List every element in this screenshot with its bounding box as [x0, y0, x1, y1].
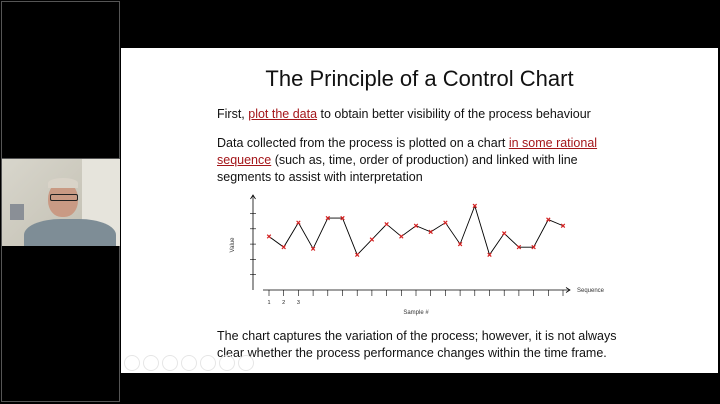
para2-link[interactable]: in some rational sequence: [217, 136, 598, 167]
slide-paragraph-2: Data collected from the process is plott…: [217, 135, 612, 186]
y-axis-label: Value: [230, 237, 236, 253]
data-point-marker: [516, 244, 522, 250]
webcam-presenter-body: [24, 219, 116, 246]
x-axis-arrow: [565, 287, 571, 293]
data-point-marker: [443, 220, 448, 225]
zoom-icon[interactable]: [200, 355, 216, 371]
para1-text-rest: to obtain better visibility of the proce…: [317, 107, 591, 121]
x-axis-label: Sample #: [403, 310, 429, 316]
pen-icon[interactable]: [162, 355, 178, 371]
data-point-marker: [399, 234, 404, 239]
data-point-marker: [472, 203, 478, 209]
data-point-marker: [310, 246, 316, 251]
data-point-marker: [546, 217, 551, 222]
data-point-marker: [413, 223, 419, 228]
data-point-marker: [354, 252, 360, 258]
slide-title: The Principle of a Control Chart: [265, 66, 574, 91]
data-point-marker: [266, 234, 272, 239]
presentation-slide: The Principle of a Control Chart First, …: [121, 48, 718, 373]
data-point-marker: [457, 241, 463, 247]
presenter-webcam-video: [2, 158, 120, 246]
data-point-marker: [487, 252, 492, 258]
webcam-presenter-hair: [48, 178, 78, 188]
data-point-marker: [369, 237, 375, 242]
subtitles-icon[interactable]: [219, 355, 235, 371]
para2-text-rest: (such as, time, order of production) and…: [217, 153, 578, 184]
x-tick-label: 1: [267, 300, 270, 306]
data-point-marker: [296, 220, 301, 225]
slide-paragraph-3: The chart captures the variation of the …: [217, 329, 617, 360]
data-point-marker: [428, 229, 433, 235]
slide-paragraph-1: First, plot the data to obtain better vi…: [217, 106, 637, 123]
control-chart: 1 2 3 Value Sample # Sequence: [230, 194, 605, 316]
prev-slide-icon[interactable]: [124, 355, 140, 371]
more-options-icon[interactable]: [238, 355, 254, 371]
data-point-marker: [560, 223, 566, 228]
next-slide-icon[interactable]: [143, 355, 159, 371]
data-point-marker: [281, 244, 286, 250]
data-point-marker: [384, 221, 389, 227]
para1-link[interactable]: plot the data: [248, 107, 318, 121]
data-point-marker: [531, 244, 536, 250]
data-point-marker: [340, 215, 345, 221]
data-point-marker: [501, 231, 507, 236]
data-point-marker: [325, 215, 331, 221]
para1-text: First,: [217, 107, 249, 121]
x-tick-label: 2: [282, 300, 285, 306]
slideshow-controls[interactable]: [121, 355, 254, 371]
x-tick-label: 3: [297, 300, 300, 306]
y-axis-arrow: [250, 194, 256, 200]
para2-text: Data collected from the process is plott…: [217, 136, 509, 150]
webcam-wall-picture: [10, 204, 24, 220]
webcam-presenter-glasses: [50, 194, 78, 201]
x-axis-end-label: Sequence: [577, 288, 605, 294]
slides-grid-icon[interactable]: [181, 355, 197, 371]
